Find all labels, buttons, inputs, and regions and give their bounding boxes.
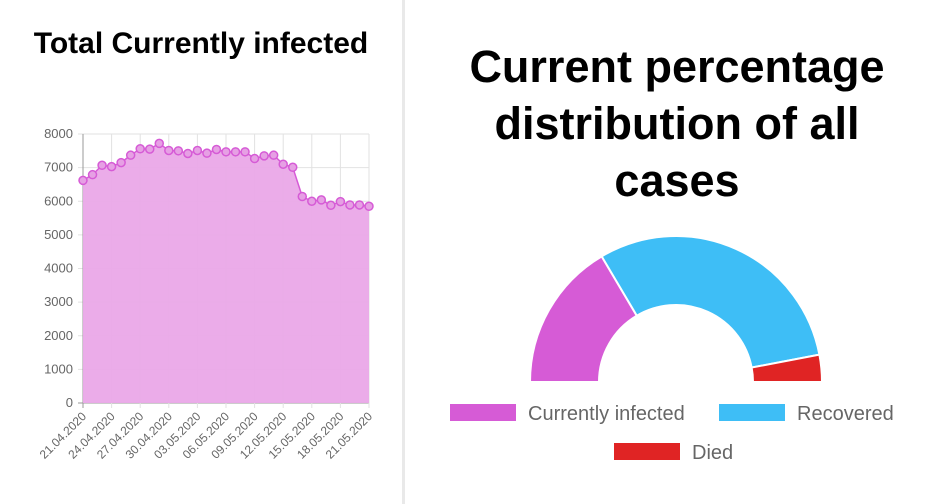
data-point	[116, 157, 126, 168]
y-tick-label: 1000	[44, 361, 73, 376]
data-point	[240, 147, 250, 157]
y-tick-label: 5000	[44, 227, 73, 242]
line-chart-title: Total Currently infected	[33, 27, 369, 60]
data-point	[268, 150, 279, 160]
data-point	[364, 201, 374, 212]
doughnut-chart: Currently infected Recovered Died	[450, 235, 894, 464]
legend-label: Recovered	[797, 403, 894, 425]
data-point	[211, 144, 222, 155]
area-fill	[83, 143, 369, 404]
data-point	[249, 153, 260, 164]
legend-label: Currently infected	[528, 403, 685, 425]
data-point	[135, 144, 145, 154]
legend-swatch	[719, 404, 785, 421]
data-point	[106, 161, 117, 172]
data-point	[230, 147, 241, 157]
y-tick-label: 6000	[44, 193, 73, 208]
legend-swatch	[450, 404, 516, 421]
data-point	[345, 200, 355, 210]
data-point	[202, 148, 212, 158]
data-point	[354, 200, 365, 210]
y-tick-label: 4000	[44, 261, 73, 276]
y-tick-label: 3000	[44, 294, 73, 309]
data-point	[97, 160, 107, 171]
data-point	[144, 144, 155, 154]
data-point	[87, 169, 98, 180]
data-point	[335, 196, 346, 207]
title-line: Current percentage	[469, 41, 885, 92]
slice-recovered	[600, 235, 821, 369]
doughnut-chart-panel: Current percentage distribution of all c…	[405, 0, 949, 504]
line-chart: 01000200030004000500060007000800021.04.2…	[37, 126, 376, 462]
title-line: cases	[614, 155, 740, 206]
data-point	[192, 145, 203, 156]
data-point	[164, 145, 174, 156]
data-point	[78, 175, 88, 186]
legend-label: Died	[692, 442, 733, 464]
line-chart-panel: Total Currently infected 0 1000 2000 3000 40…	[0, 0, 402, 504]
doughnut-chart-title: Current percentage distribution of all c…	[405, 38, 949, 209]
data-point	[259, 151, 269, 161]
data-point	[125, 150, 136, 160]
data-point	[278, 159, 288, 170]
data-point	[221, 147, 231, 157]
slice-currently-infected	[528, 254, 639, 383]
data-point	[326, 200, 336, 211]
y-tick-label: 7000	[44, 160, 73, 175]
data-point	[307, 196, 317, 206]
data-point	[297, 191, 308, 202]
slice-died	[750, 353, 824, 383]
y-tick-label: 8000	[44, 126, 73, 141]
title-line: distribution of all	[494, 98, 860, 149]
data-point	[316, 195, 327, 205]
data-point	[154, 138, 165, 149]
y-tick-label: 0	[66, 395, 73, 410]
data-point	[287, 162, 298, 173]
data-point	[173, 146, 184, 156]
legend-swatch	[614, 443, 680, 460]
data-point	[183, 148, 193, 159]
y-tick-label: 2000	[44, 328, 73, 343]
